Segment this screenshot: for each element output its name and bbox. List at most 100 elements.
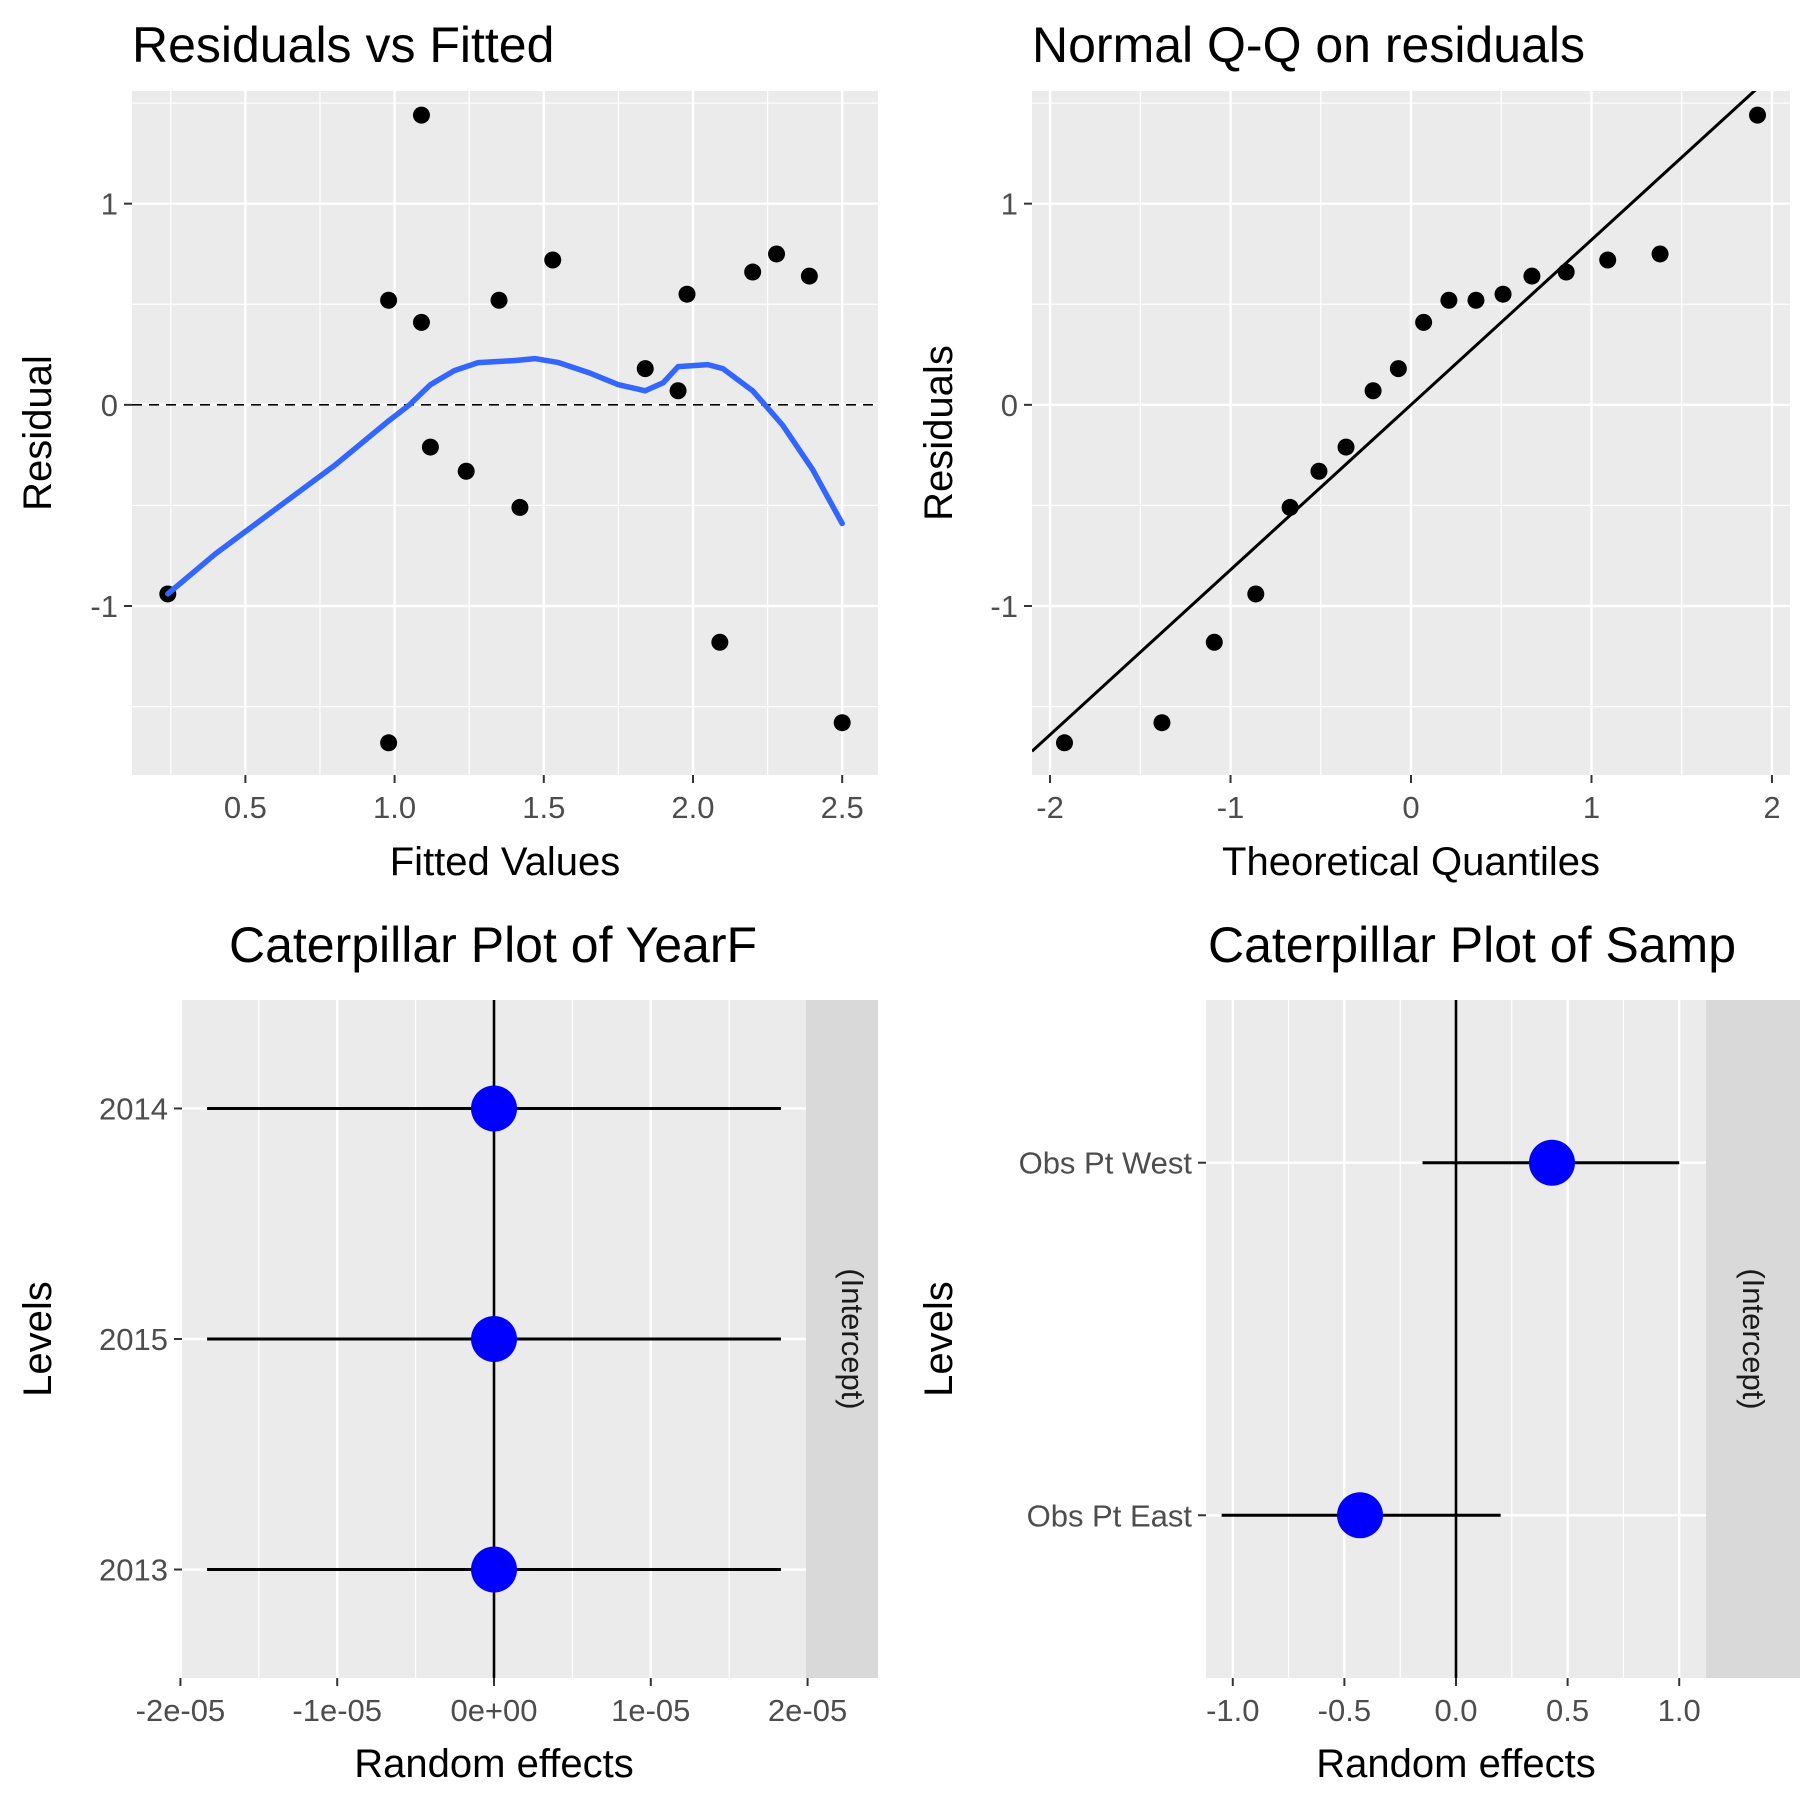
data-point: [1415, 313, 1433, 331]
data-point: [1281, 498, 1299, 516]
data-point: [380, 291, 398, 309]
y-tick-label: -1: [990, 589, 1018, 624]
x-tick-label: 2.5: [821, 790, 864, 825]
data-point: [1749, 106, 1767, 124]
data-point: [380, 734, 398, 752]
x-tick-label: 2.0: [671, 790, 714, 825]
y-axis-title: Levels: [16, 1281, 60, 1397]
y-tick-label: Obs Pt East: [1027, 1498, 1193, 1533]
facet-strip: [1706, 1000, 1800, 1678]
data-point: [471, 1316, 517, 1362]
grid-lines: [132, 91, 878, 775]
x-tick-label: -2e-05: [136, 1693, 226, 1728]
y-tick-label: 2013: [99, 1553, 168, 1588]
y-tick-label: 2014: [99, 1091, 168, 1126]
y-tick-label: 1: [101, 187, 118, 222]
x-tick-label: -1.0: [1206, 1693, 1259, 1728]
data-point: [1651, 245, 1669, 263]
data-series: [1055, 106, 1767, 752]
data-point: [1389, 360, 1407, 378]
data-series: [207, 1085, 781, 1593]
data-point: [1440, 291, 1458, 309]
data-point: [636, 360, 654, 378]
x-tick-label: 0.5: [1546, 1693, 1589, 1728]
data-point: [1247, 585, 1265, 603]
data-point: [471, 1546, 517, 1593]
x-tick-label: 1.0: [1658, 1693, 1701, 1728]
facet-strip: [806, 1000, 878, 1678]
data-point: [1599, 251, 1617, 269]
y-tick-label: 0: [1001, 388, 1018, 423]
y-tick-label: 2015: [99, 1322, 168, 1357]
facet-strip-label: (Intercept): [1736, 1268, 1771, 1409]
data-point: [1337, 1492, 1384, 1539]
data-point: [1310, 462, 1328, 480]
residuals-vs-fitted-panel: Residuals vs Fitted -1 0 1 0.5 1.0 1.5 2.0 2.5…: [16, 17, 878, 884]
data-point: [1337, 438, 1355, 456]
data-point: [1055, 734, 1073, 752]
data-point: [744, 263, 762, 281]
x-tick-label: 0.5: [224, 790, 267, 825]
data-point: [1528, 1139, 1575, 1186]
y-axis: 2013 2015 2014: [99, 1091, 182, 1588]
facet-strip-label: (Intercept): [835, 1268, 870, 1409]
data-series: [159, 106, 851, 752]
data-point: [833, 714, 851, 732]
x-tick-label: 0: [1402, 790, 1419, 825]
data-point: [1205, 633, 1223, 651]
data-point: [669, 382, 687, 400]
data-point: [711, 633, 729, 651]
y-axis: Obs Pt East Obs Pt West: [1019, 1146, 1206, 1533]
data-point: [471, 1085, 517, 1132]
chart-title: Caterpillar Plot of YearF: [229, 917, 757, 973]
data-point: [800, 267, 818, 285]
data-point: [1153, 714, 1171, 732]
x-axis-title: Fitted Values: [390, 840, 621, 884]
y-tick-label: -1: [90, 589, 118, 624]
chart-title: Normal Q-Q on residuals: [1032, 17, 1585, 73]
data-point: [421, 438, 439, 456]
data-point: [1523, 267, 1541, 285]
x-tick-label: -0.5: [1318, 1693, 1371, 1728]
data-point: [1557, 263, 1575, 281]
y-tick-label: Obs Pt West: [1019, 1146, 1193, 1181]
data-series: [1221, 1139, 1680, 1539]
y-axis-title: Levels: [917, 1281, 961, 1397]
normal-qq-panel: Normal Q-Q on residuals -1 0 1 -2 -1 0 1 2 The…: [917, 17, 1790, 884]
x-tick-label: -1e-05: [292, 1693, 382, 1728]
chart-title: Residuals vs Fitted: [132, 17, 554, 73]
x-tick-label: 2e-05: [768, 1693, 847, 1728]
data-point: [412, 313, 430, 331]
grid-lines: [1032, 91, 1790, 775]
qq-reference-line: [1032, 91, 1757, 753]
x-tick-label: 1e-05: [611, 1693, 690, 1728]
data-point: [1494, 285, 1512, 303]
y-tick-label: 1: [1001, 187, 1018, 222]
y-tick-label: 0: [101, 388, 118, 423]
data-point: [678, 285, 696, 303]
data-point: [412, 106, 430, 124]
x-axis-title: Random effects: [1316, 1742, 1595, 1786]
data-point: [511, 498, 529, 516]
x-tick-label: 2: [1763, 790, 1780, 825]
x-tick-label: 1: [1583, 790, 1600, 825]
x-tick-label: -1: [1217, 790, 1245, 825]
data-point: [1467, 291, 1485, 309]
caterpillar-samp-panel: Caterpillar Plot of Samp (Intercept) Obs…: [917, 917, 1800, 1786]
y-axis-title: Residuals: [917, 345, 961, 521]
x-tick-label: 1.5: [522, 790, 565, 825]
x-tick-label: 0e+00: [450, 1693, 537, 1728]
y-axis: -1 0 1: [990, 187, 1032, 624]
x-tick-label: -2: [1036, 790, 1064, 825]
x-axis-title: Random effects: [354, 1742, 633, 1786]
x-axis: -1.0 -0.5 0.0 0.5 1.0: [1206, 1678, 1701, 1728]
x-axis-title: Theoretical Quantiles: [1222, 840, 1600, 884]
y-axis: -1 0 1: [90, 187, 132, 624]
plot-background: [132, 91, 878, 775]
data-point: [544, 251, 562, 269]
x-tick-label: 1.0: [373, 790, 416, 825]
reference-lines: [1032, 91, 1757, 753]
x-axis: -2e-05 -1e-05 0e+00 1e-05 2e-05: [136, 1678, 847, 1728]
